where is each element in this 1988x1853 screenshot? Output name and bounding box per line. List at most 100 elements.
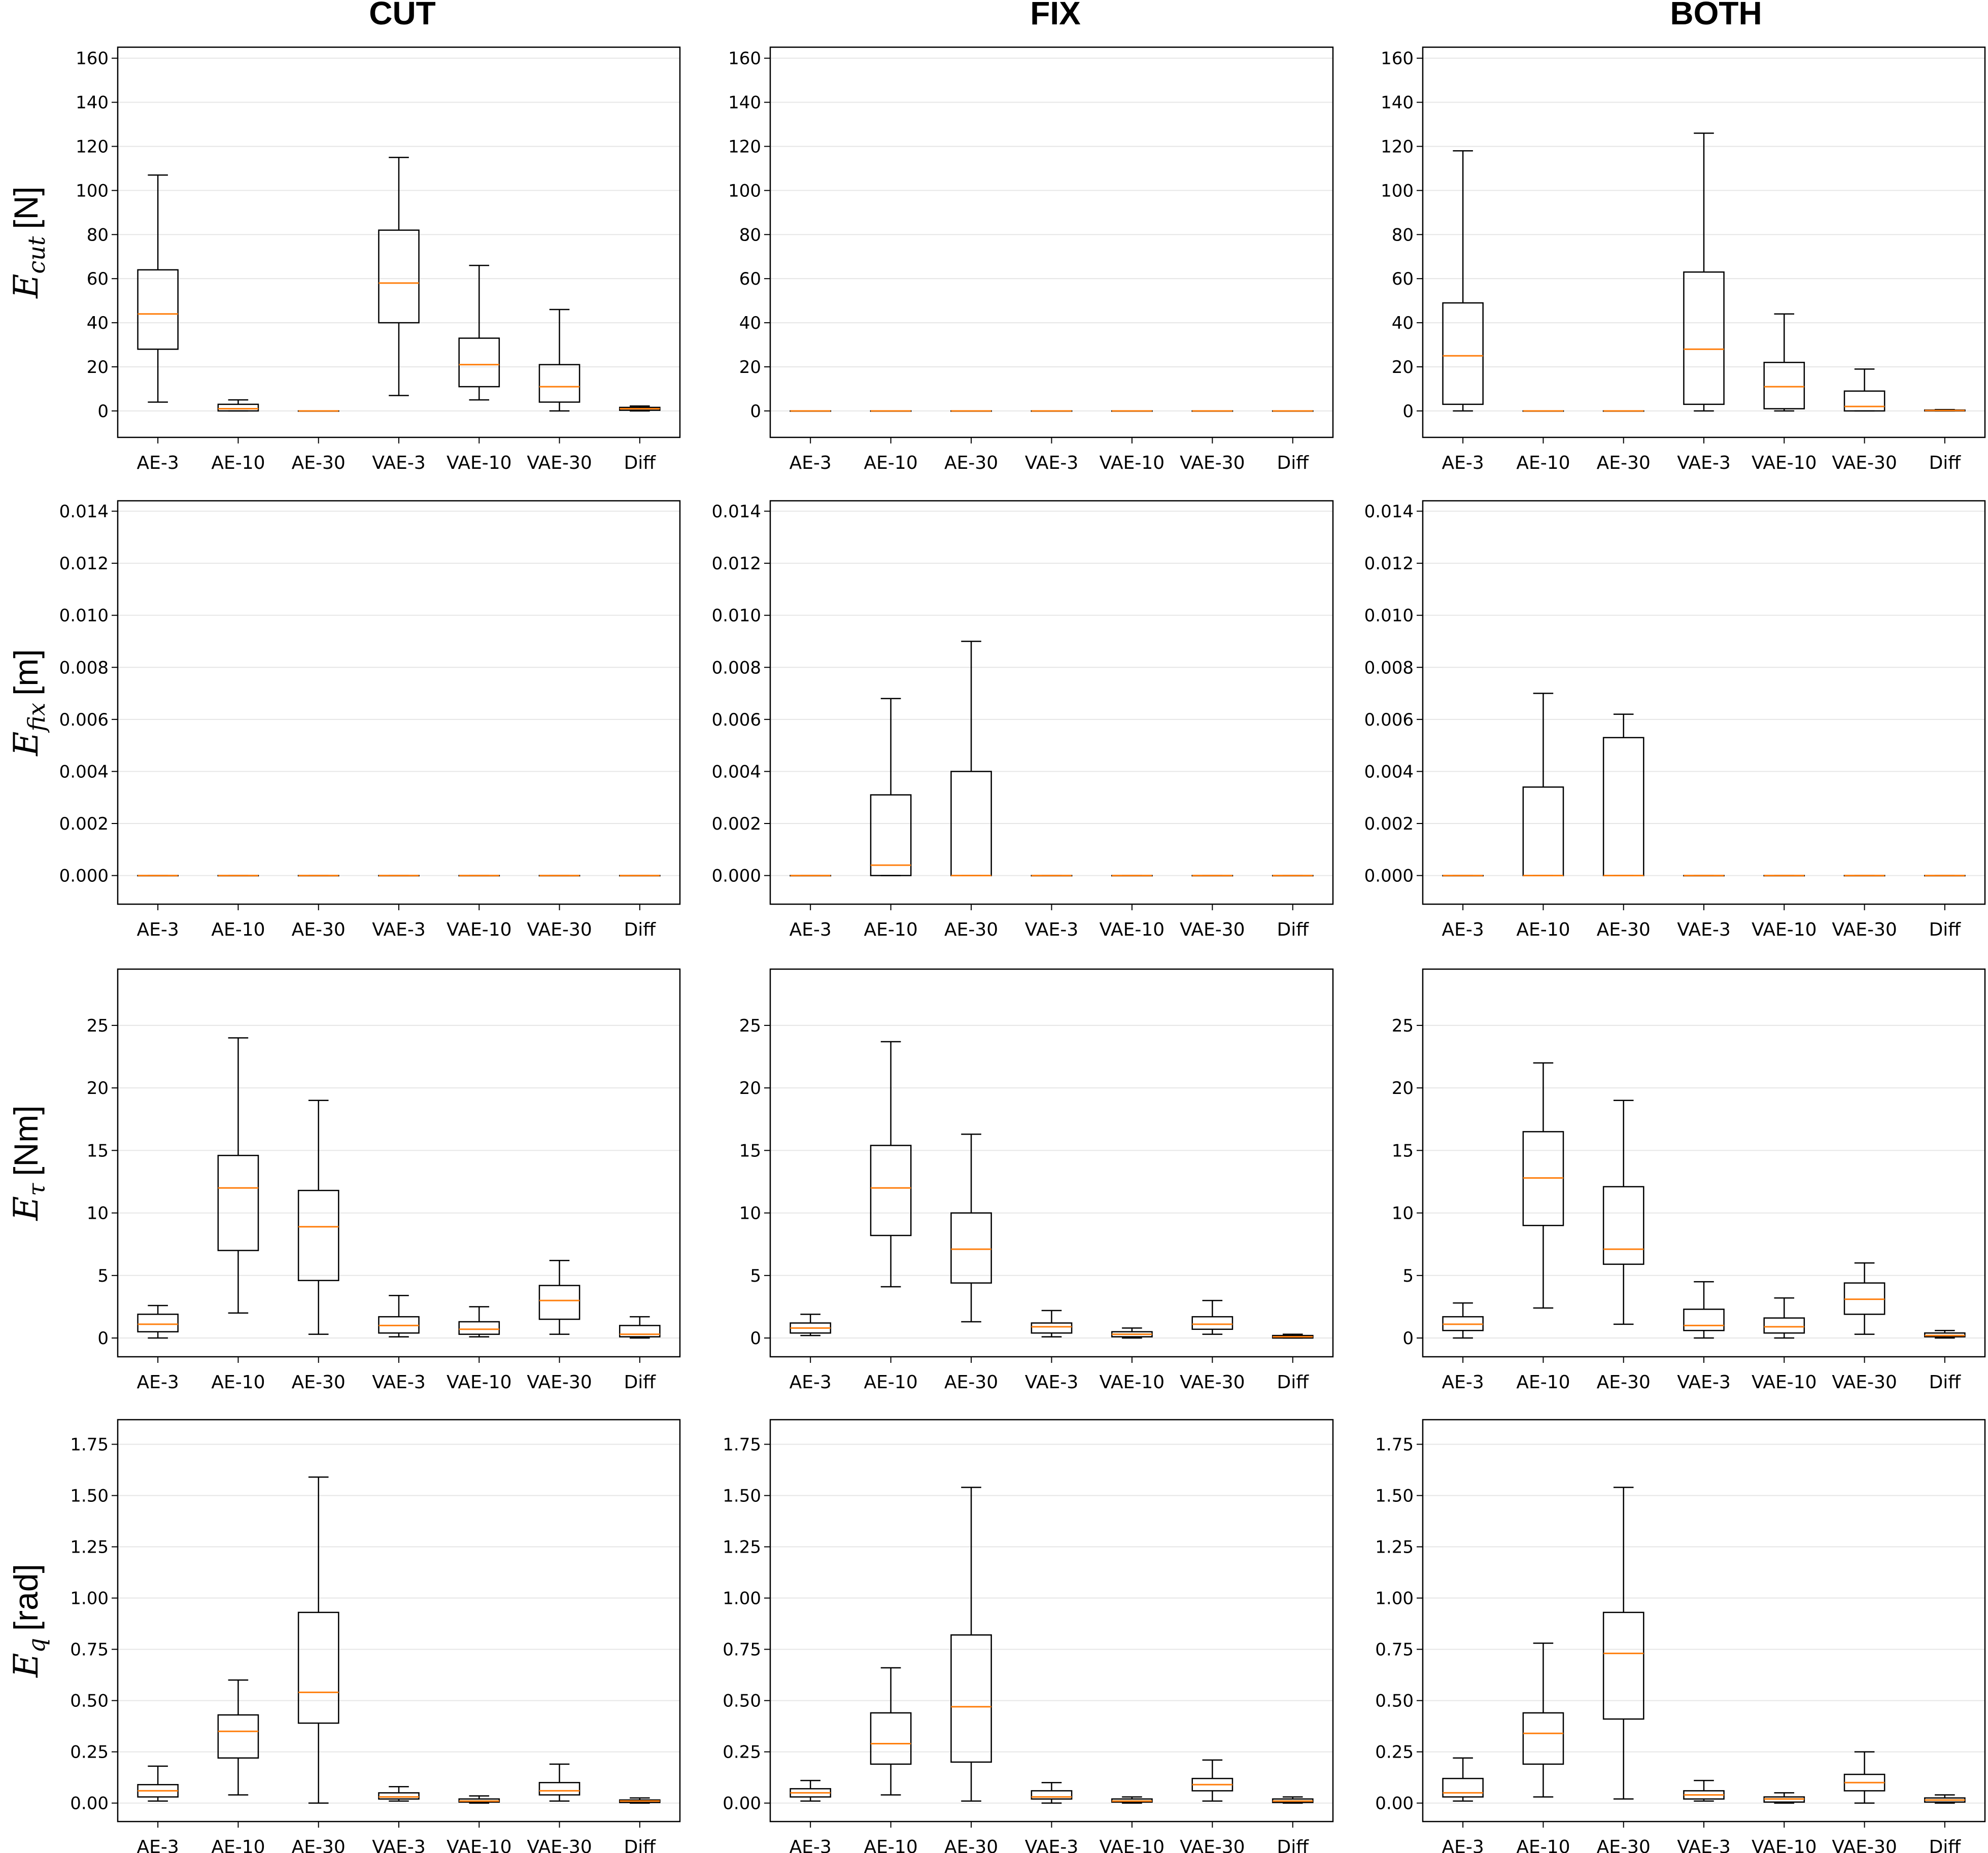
y-tick-label: 1.25 (1375, 1537, 1414, 1558)
x-tick-label: Diff (1277, 453, 1310, 473)
box-AE-3 (1442, 1757, 1484, 1802)
iqr-box (1763, 1317, 1805, 1334)
iqr-box (378, 229, 420, 324)
y-tick-label: 1.25 (70, 1537, 109, 1558)
y-tick-label: 10 (1392, 1204, 1414, 1224)
y-tick-label: 0.25 (723, 1742, 761, 1763)
row-label-text: Eq [rad] (7, 1564, 50, 1678)
y-tick-label: 80 (87, 225, 109, 245)
y-tick-label: 0.002 (712, 814, 761, 834)
y-tick-label: 1.75 (1375, 1434, 1414, 1455)
row-label-symbol: E (7, 1196, 46, 1221)
box-AE-10 (870, 698, 912, 876)
x-tick-label: Diff (1277, 1837, 1310, 1853)
y-tick-label: 100 (728, 181, 761, 201)
x-tick-label: AE-10 (211, 1837, 265, 1853)
x-tick-label: VAE-3 (1025, 453, 1079, 473)
x-tick-label: AE-10 (211, 919, 265, 940)
column-titles: CUT FIX BOTH (369, 0, 1762, 31)
x-tick-label: Diff (1277, 919, 1310, 940)
y-tick-label: 5 (1402, 1266, 1414, 1286)
y-tick-label: 25 (87, 1016, 109, 1036)
x-tick-label: AE-10 (1516, 453, 1570, 473)
box-AE-10 (1522, 1642, 1564, 1798)
y-tick-label: 0.75 (1375, 1640, 1414, 1660)
box-VAE-3 (1683, 1281, 1725, 1339)
x-tick-label: AE-3 (137, 1837, 179, 1853)
y-tick-label: 0 (750, 401, 761, 422)
y-tick-label: 0 (1402, 401, 1414, 422)
panel-both-row-2: 0 5 10 15 20 25 AE-3 AE-10 AE-30 VAE-3 VAE-10 VAE-3… (1392, 968, 1986, 1393)
x-tick-label: AE-30 (944, 1372, 998, 1393)
panel-cut-row-2: 0 5 10 15 20 25 AE-3 AE-10 AE-30 VAE-3 VAE-10 VAE-3… (87, 968, 681, 1393)
box-Diff (1924, 1794, 1966, 1804)
x-tick-label: VAE-10 (447, 1837, 512, 1853)
y-tick-label: 0 (1402, 1328, 1414, 1349)
x-tick-label: AE-3 (1442, 919, 1484, 940)
row-label-subscript: q (23, 1638, 50, 1653)
x-tick-label: VAE-3 (372, 1372, 426, 1393)
column-title-both: BOTH (1670, 0, 1762, 31)
y-tick-label: 1.75 (70, 1434, 109, 1455)
row-label-2: Eτ [Nm] (7, 1106, 50, 1221)
y-tick-label: 0.008 (59, 658, 109, 678)
x-tick-label: VAE-3 (1677, 1372, 1731, 1393)
y-tick-label: 140 (1381, 93, 1414, 113)
y-tick-label: 0.00 (723, 1794, 761, 1814)
y-tick-label: 1.00 (70, 1589, 109, 1609)
axes-frame (1422, 968, 1986, 1358)
y-tick-label: 0.010 (1364, 606, 1414, 626)
row-label-symbol: E (7, 1653, 46, 1678)
box-VAE-30 (538, 1763, 580, 1802)
box-VAE-3 (1031, 1781, 1073, 1804)
box-AE-3 (790, 1779, 832, 1802)
panel-cut-row-0: 0 20 40 60 80 100 120 140 160 AE-3 AE-10 AE-30 VAE-3… (76, 46, 681, 473)
y-tick-label: 0.004 (712, 762, 761, 782)
x-tick-label: VAE-10 (1752, 453, 1817, 473)
y-tick-label: 0.012 (59, 554, 109, 574)
iqr-box (217, 1714, 259, 1759)
y-tick-label: 0 (750, 1328, 761, 1349)
y-tick-label: 0.008 (712, 658, 761, 678)
box-VAE-10 (1763, 1297, 1805, 1339)
y-tick-label: 1.75 (723, 1434, 761, 1455)
x-tick-label: VAE-3 (372, 1837, 426, 1853)
box-AE-10 (1522, 1062, 1564, 1309)
row-label-subscript: τ (23, 1182, 50, 1196)
y-tick-label: 40 (739, 313, 761, 333)
row-label-1: Efix [m] (7, 649, 50, 756)
x-tick-label: AE-30 (1597, 919, 1651, 940)
y-tick-label: 1.50 (1375, 1486, 1414, 1506)
x-tick-label: AE-3 (137, 453, 179, 473)
x-tick-label: Diff (1277, 1372, 1310, 1393)
x-tick-label: VAE-10 (1100, 919, 1165, 940)
box-VAE-30 (1843, 1751, 1886, 1804)
x-tick-label: Diff (1929, 453, 1962, 473)
x-tick-label: AE-10 (864, 919, 918, 940)
iqr-box (538, 364, 580, 403)
x-tick-label: VAE-30 (1180, 453, 1245, 473)
y-tick-label: 0.50 (723, 1691, 761, 1711)
box-VAE-30 (1191, 1759, 1233, 1802)
y-tick-label: 160 (76, 49, 109, 69)
y-tick-label: 1.25 (723, 1537, 761, 1558)
x-tick-label: VAE-30 (527, 1837, 592, 1853)
x-tick-label: AE-10 (211, 453, 265, 473)
box-AE-3 (137, 1305, 179, 1339)
x-tick-label: Diff (624, 1837, 657, 1853)
x-tick-label: AE-30 (944, 1837, 998, 1853)
y-tick-label: 60 (87, 269, 109, 289)
y-tick-label: 1.00 (723, 1589, 761, 1609)
row-label-text: Efix [m] (7, 649, 50, 756)
iqr-box (950, 1634, 992, 1763)
iqr-box (297, 1189, 339, 1281)
y-tick-label: 0.014 (712, 502, 761, 522)
row-label-subscript: fix (23, 703, 50, 733)
y-tick-label: 0.000 (712, 866, 761, 886)
y-tick-label: 5 (97, 1266, 109, 1286)
x-tick-label: VAE-30 (1180, 919, 1245, 940)
box-VAE-30 (538, 1259, 580, 1335)
y-tick-label: 0.004 (59, 762, 109, 782)
box-AE-10 (217, 399, 259, 412)
iqr-box (1031, 1790, 1073, 1800)
